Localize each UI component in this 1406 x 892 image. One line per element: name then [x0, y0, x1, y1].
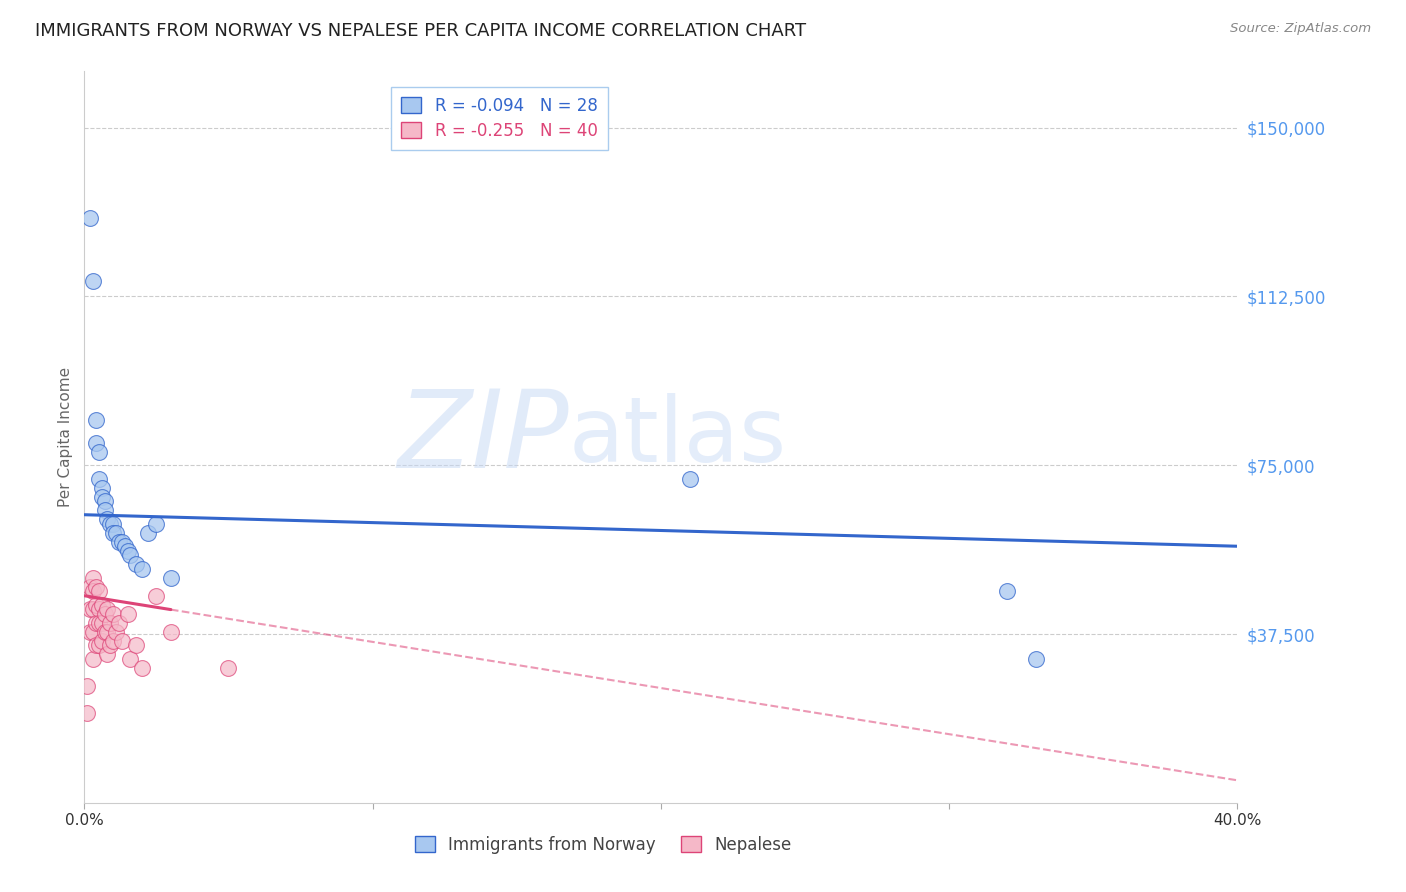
Text: atlas: atlas [568, 393, 787, 481]
Point [93, 503, 115, 517]
Point [131, 562, 153, 576]
Point [120, 548, 142, 562]
Point [79, 580, 101, 594]
Point [82, 624, 104, 639]
Point [108, 615, 131, 630]
Point [90, 598, 112, 612]
Point [90, 633, 112, 648]
Point [98, 615, 121, 630]
Point [90, 615, 112, 630]
Point [84, 580, 107, 594]
Point [98, 516, 121, 531]
Point [84, 435, 107, 450]
Point [90, 481, 112, 495]
Point [679, 472, 702, 486]
Point [108, 534, 131, 549]
Point [117, 607, 139, 621]
Point [96, 602, 118, 616]
Point [84, 638, 107, 652]
Point [90, 490, 112, 504]
Point [1025, 652, 1047, 666]
Point [87, 602, 110, 616]
Point [87, 444, 110, 458]
Point [76, 706, 98, 720]
Point [117, 543, 139, 558]
Point [114, 539, 136, 553]
Point [105, 525, 128, 540]
Point [96, 624, 118, 639]
Point [995, 584, 1018, 599]
Legend: Immigrants from Norway, Nepalese: Immigrants from Norway, Nepalese [408, 829, 799, 860]
Point [103, 525, 124, 540]
Point [103, 633, 124, 648]
Point [136, 525, 159, 540]
Point [93, 624, 115, 639]
Point [111, 633, 134, 648]
Point [125, 558, 148, 572]
Point [82, 571, 104, 585]
Point [218, 661, 240, 675]
Text: ZIP: ZIP [396, 384, 568, 490]
Point [93, 607, 115, 621]
Point [87, 615, 110, 630]
Point [84, 598, 107, 612]
Point [103, 607, 124, 621]
Point [82, 652, 104, 666]
Point [160, 624, 183, 639]
Point [120, 652, 142, 666]
Point [105, 624, 128, 639]
Point [145, 589, 167, 603]
Point [87, 584, 110, 599]
Text: IMMIGRANTS FROM NORWAY VS NEPALESE PER CAPITA INCOME CORRELATION CHART: IMMIGRANTS FROM NORWAY VS NEPALESE PER C… [35, 22, 806, 40]
Point [82, 584, 104, 599]
Point [93, 494, 115, 508]
Y-axis label: Per Capita Income: Per Capita Income [58, 367, 73, 508]
Text: Source: ZipAtlas.com: Source: ZipAtlas.com [1230, 22, 1371, 36]
Point [160, 571, 183, 585]
Point [79, 211, 101, 225]
Point [82, 602, 104, 616]
Point [131, 661, 153, 675]
Point [111, 534, 134, 549]
Point [84, 615, 107, 630]
Point [84, 413, 107, 427]
Point [96, 512, 118, 526]
Point [125, 638, 148, 652]
Point [87, 472, 110, 486]
Point [145, 516, 167, 531]
Point [79, 602, 101, 616]
Point [87, 638, 110, 652]
Point [76, 679, 98, 693]
Point [103, 516, 124, 531]
Point [82, 274, 104, 288]
Point [96, 647, 118, 661]
Point [79, 624, 101, 639]
Point [98, 638, 121, 652]
